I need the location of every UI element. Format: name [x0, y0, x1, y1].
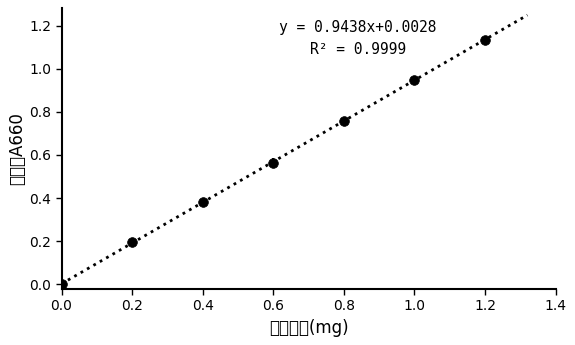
Text: y = 0.9438x+0.0028
R² = 0.9999: y = 0.9438x+0.0028 R² = 0.9999 [279, 20, 437, 57]
Y-axis label: 吸光値A660: 吸光値A660 [8, 112, 26, 185]
X-axis label: 菌体干重(mg): 菌体干重(mg) [269, 319, 348, 337]
